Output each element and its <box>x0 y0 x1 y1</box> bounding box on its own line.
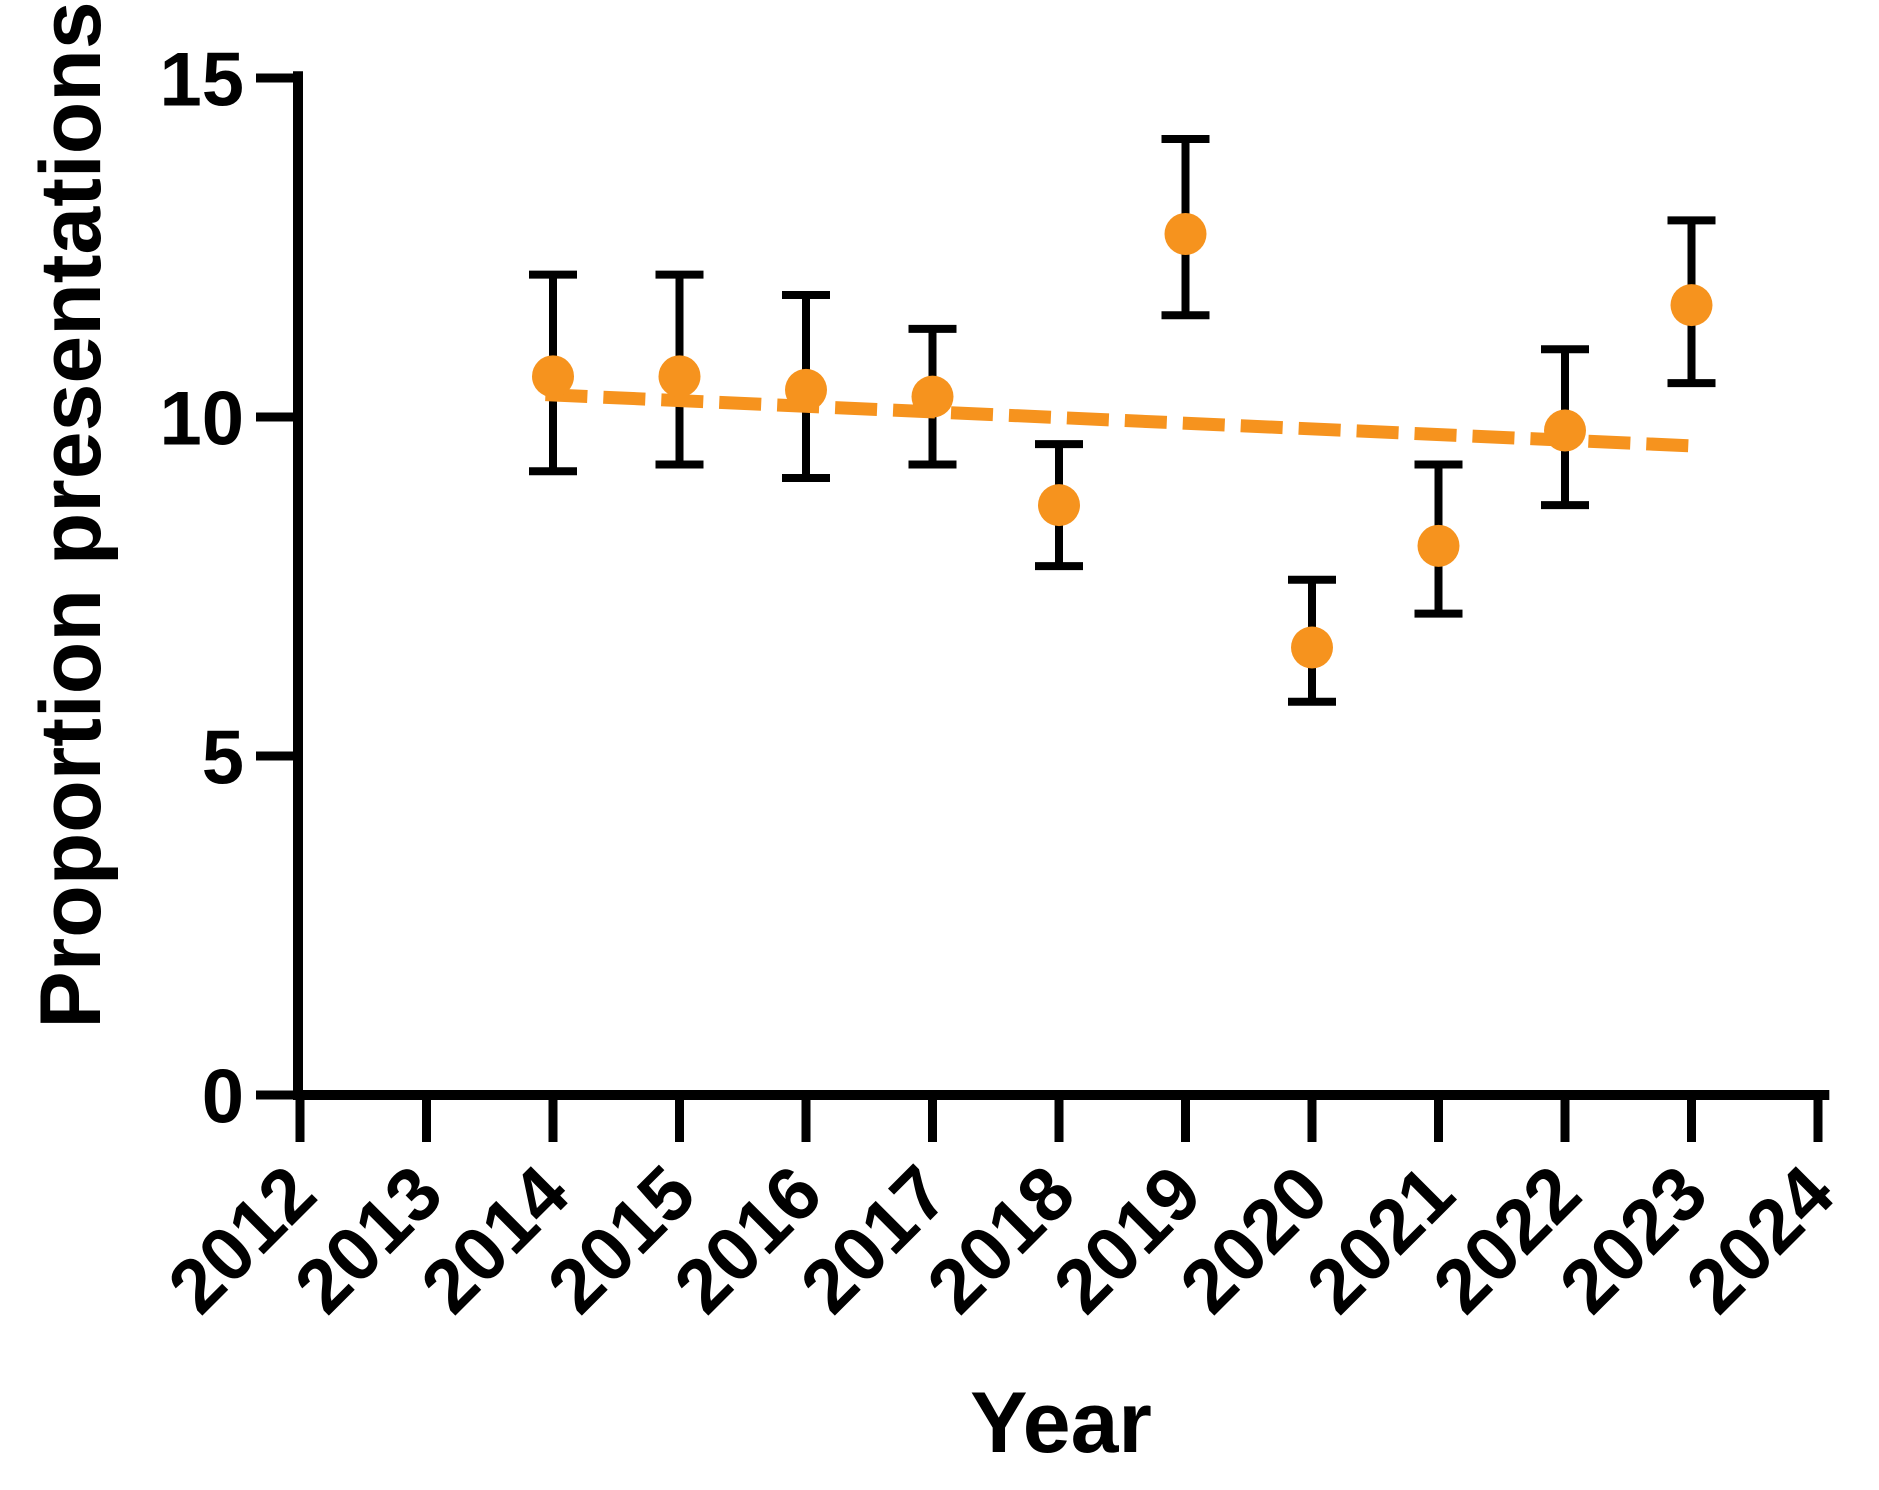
data-point-marker <box>658 355 701 398</box>
data-point-marker <box>1544 409 1586 452</box>
y-tick-label: 5 <box>202 715 244 800</box>
data-point-marker <box>1038 484 1080 527</box>
x-tick-label: 2013 <box>279 1150 459 1330</box>
y-axis-title: Proportion presentations <box>23 1 119 1028</box>
data-point-marker <box>532 355 574 398</box>
x-tick-label: 2015 <box>532 1150 712 1330</box>
x-tick-label: 2012 <box>152 1150 332 1330</box>
x-tick-label: 2019 <box>1038 1150 1218 1330</box>
x-tick-label: 2018 <box>911 1150 1091 1330</box>
data-point-marker <box>785 368 827 411</box>
x-tick-label: 2021 <box>1291 1150 1471 1330</box>
x-axis-title: Year <box>970 1375 1152 1471</box>
x-tick-label: 2014 <box>405 1150 585 1330</box>
data-point-marker <box>1670 284 1713 327</box>
x-tick-label: 2020 <box>1164 1150 1344 1330</box>
plot-layer: 0510152012201320142015201620172018201920… <box>152 37 1850 1329</box>
x-tick-label: 2024 <box>1670 1150 1850 1330</box>
trend-line <box>545 388 1699 453</box>
x-tick-label: 2022 <box>1417 1150 1597 1330</box>
data-point-marker <box>1417 524 1460 567</box>
y-tick-label: 0 <box>202 1054 244 1139</box>
x-tick-label: 2016 <box>658 1150 838 1330</box>
x-tick-label: 2023 <box>1544 1150 1724 1330</box>
data-point-marker <box>1164 212 1207 255</box>
x-tick-label: 2017 <box>785 1150 965 1330</box>
data-point-marker <box>911 375 954 418</box>
y-tick-label: 15 <box>159 37 244 122</box>
data-point-marker <box>1291 626 1333 669</box>
y-tick-label: 10 <box>159 376 244 461</box>
